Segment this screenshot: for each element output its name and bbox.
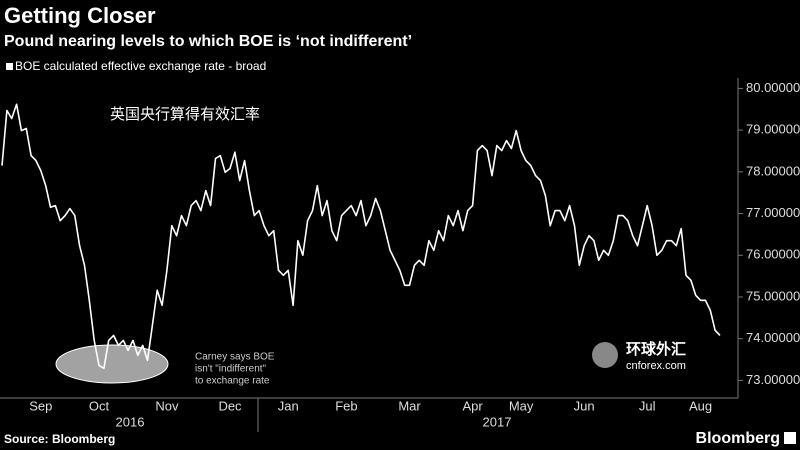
x-tick-label: Jun (574, 398, 595, 413)
x-tick-label: Mar (398, 398, 421, 413)
watermark: 环球外汇 (626, 340, 686, 358)
chart-subtitle: Pound nearing levels to which BOE is ‘no… (4, 33, 412, 50)
x-tick-label: Feb (335, 398, 357, 413)
line (1, 103, 721, 370)
x-tick-label: May (509, 398, 534, 413)
x-tick-label: Aug (689, 398, 712, 413)
annotation-line: isn't "indifferent" (195, 364, 267, 375)
year-label: 2016 (116, 414, 145, 429)
chart-title: Getting Closer (4, 3, 156, 28)
brand-icon (784, 432, 796, 444)
annotation-line: to exchange rate (195, 376, 270, 387)
x-tick-label: Apr (462, 398, 483, 413)
y-tick-label: 73.00000 (746, 372, 800, 387)
source: Source: Bloomberg (4, 432, 115, 446)
legend-label: BOE calculated effective exchange rate -… (15, 59, 266, 73)
watermark: cnforex.com (626, 360, 686, 372)
legend-swatch (6, 63, 13, 70)
x-tick-label: Oct (89, 398, 110, 413)
annotation-cn: 英国央行算得有效汇率 (110, 105, 260, 123)
x-tick-label: Jul (639, 398, 656, 413)
x-tick-label: Dec (218, 398, 242, 413)
y-tick-label: 76.00000 (746, 247, 800, 262)
y-tick-label: 75.00000 (746, 288, 800, 303)
y-tick-label: 80.00000 (746, 80, 800, 95)
y-tick-label: 77.00000 (746, 205, 800, 220)
x-tick-label: Nov (155, 398, 179, 413)
y-tick-label: 79.00000 (746, 122, 800, 137)
x-tick-label: Sep (29, 398, 52, 413)
y-tick-label: 74.00000 (746, 330, 800, 345)
year-label: 2017 (483, 414, 512, 429)
highlight-ellipse (55, 344, 169, 384)
brand: Bloomberg (696, 430, 780, 447)
annotation-line: Carney says BOE (195, 352, 275, 363)
x-tick-label: Jan (278, 398, 299, 413)
y-tick-label: 78.00000 (746, 163, 800, 178)
watermark-logo (592, 342, 618, 368)
